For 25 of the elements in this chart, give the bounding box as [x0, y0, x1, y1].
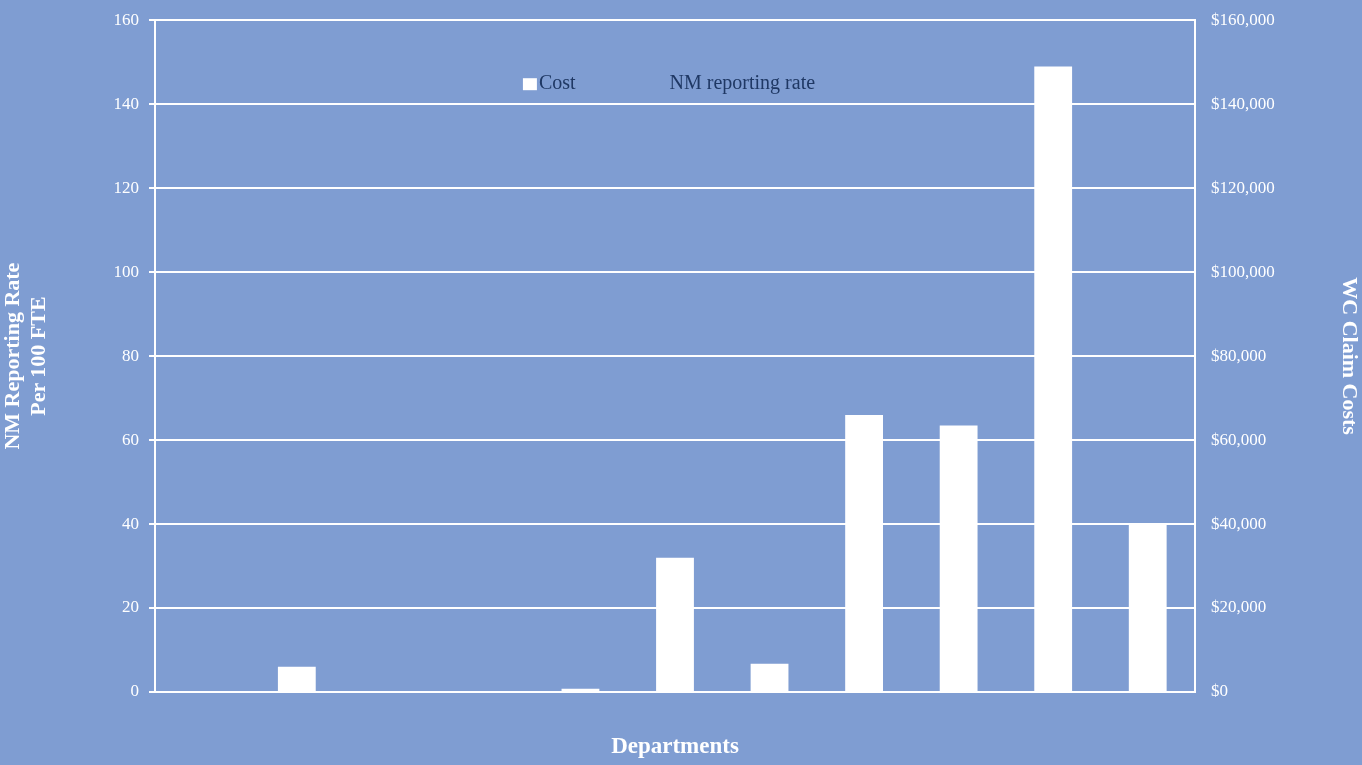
- y2-tick-label: $20,000: [1211, 597, 1267, 617]
- bar: [750, 663, 789, 692]
- y2-tick-label: $100,000: [1211, 261, 1275, 281]
- y-tick-label: 40: [122, 513, 139, 533]
- y2-tick-label: $0: [1211, 681, 1228, 701]
- y-tick-label: 0: [130, 681, 139, 701]
- y-tick-label: 120: [113, 177, 139, 197]
- y-tick-label: 160: [113, 9, 139, 29]
- y2-axis-title: WC Claim Costs: [1338, 277, 1362, 436]
- y-axis-title: NM Reporting Rate Per 100 FTE: [0, 262, 51, 450]
- y-tick-label: 80: [122, 345, 139, 365]
- y2-tick-label: $160,000: [1211, 9, 1275, 29]
- text: NM reporting rate: [669, 71, 816, 95]
- y2-tick-label: $80,000: [1211, 345, 1267, 365]
- x-axis-title: Departments: [611, 733, 739, 759]
- y-tick-label: 140: [113, 93, 139, 113]
- y-tick-label: 20: [122, 597, 139, 617]
- bar: [277, 666, 316, 692]
- y-tick-label: 100: [113, 261, 139, 281]
- legend-label: Cost: [538, 71, 577, 94]
- y2-tick-label: $40,000: [1211, 513, 1267, 533]
- y2-tick-label: $140,000: [1211, 93, 1275, 113]
- y-tick-label: 60: [122, 429, 139, 449]
- y2-tick-label: $60,000: [1211, 429, 1267, 449]
- y2-tick-label: $120,000: [1211, 177, 1275, 197]
